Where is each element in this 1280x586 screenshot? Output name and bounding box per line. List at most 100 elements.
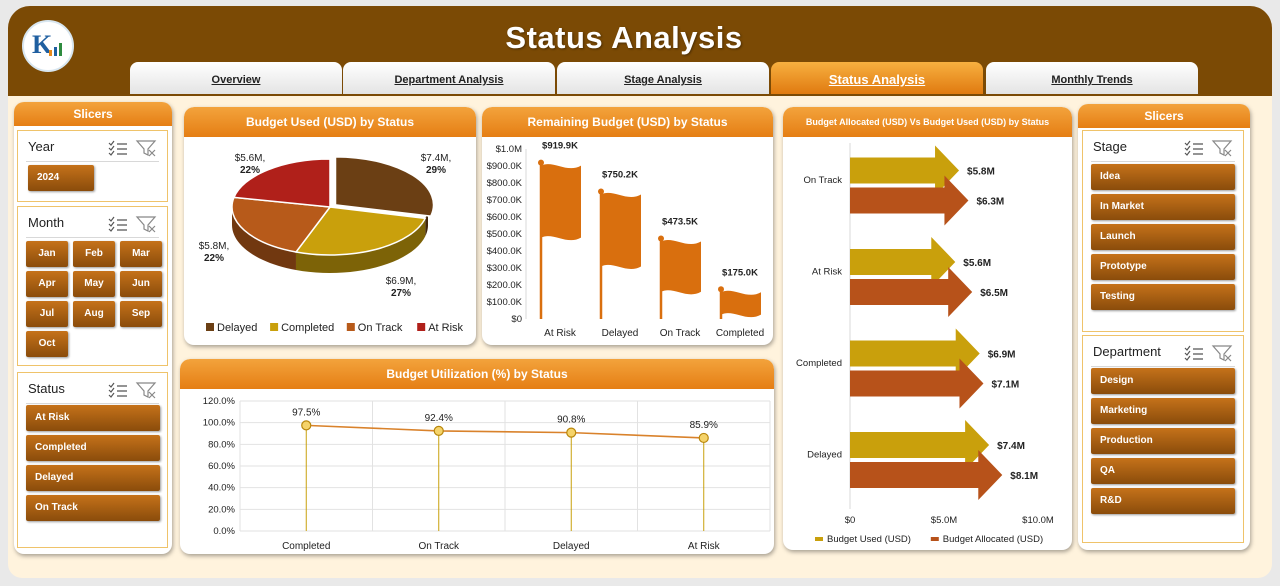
flag-y-tick: $0 [511,314,522,325]
pie-label-value-delayed: $7.4M, [421,153,452,164]
line-point-on-track [433,425,444,437]
status-slicer-divider [26,403,159,404]
utilization-chart: 0.0% 20.0% 40.0% 60.0% 80.0% 100.0% 120.0% 97.5… [203,396,771,552]
legend-label-at-risk: At Risk [428,322,463,334]
clear-filter-icon[interactable] [1211,345,1233,362]
legend-swatch-at-risk [417,323,426,331]
page-title: Status Analysis [505,20,743,55]
multi-select-icon[interactable] [108,382,127,398]
legend-swatch-on-track [346,323,355,331]
arrow-bar-budget-used-usd-at-risk [850,236,956,287]
line-y-tick: 60.0% [208,461,235,472]
month-option[interactable]: Jan [26,241,68,267]
allocated-vs-used-chart: $0 $5.0M $10.0M On Track $5.8M $6.3M At Risk $5… [796,143,1054,545]
stage-option[interactable]: Testing [1091,284,1235,310]
month-slicer-label: Month [28,215,65,230]
pie-slice-at-risk [232,158,331,208]
multi-select-icon[interactable] [108,216,127,232]
department-slicer: Department Design Marketing Production Q… [1082,335,1244,543]
multi-select-icon[interactable] [1184,140,1203,156]
department-slicer-icons [1184,345,1233,362]
line-category-label-on-track: On Track [418,541,460,552]
arrow-value-label-budget-used-usd-at-risk: $5.6M [963,258,991,269]
clear-filter-icon[interactable] [1211,140,1233,157]
month-option[interactable]: Apr [26,271,68,297]
tab-overview[interactable]: Overview [130,62,342,94]
utilization-panel: Budget Utilization (%) by Status 0.0% 20.… [180,359,774,554]
month-option[interactable]: Sep [120,301,162,327]
pie-label-pct-completed: 27% [391,288,411,299]
status-slicer-label: Status [28,381,65,396]
flag-y-tick: $400.0K [487,246,523,257]
tab-monthly-trends[interactable]: Monthly Trends [986,62,1198,94]
pie-slice-completed [294,206,427,256]
stage-slicer-divider [1091,161,1235,162]
clear-filter-icon[interactable] [135,382,157,399]
arrow-value-label-budget-allocated-usd-completed: $7.1M [991,379,1019,390]
left-slicers-title: Slicers [14,102,172,126]
stage-slicer-label: Stage [1093,139,1127,154]
year-slicer-label: Year [28,139,55,154]
line-category-label-completed: Completed [282,541,330,552]
stage-option[interactable]: Prototype [1091,254,1235,280]
status-option[interactable]: On Track [26,495,160,521]
arrow-bar-budget-used-usd-delayed [850,419,990,470]
status-option[interactable]: At Risk [26,405,160,431]
flag-bar-delayed [601,192,641,270]
month-option[interactable]: Jun [120,271,162,297]
month-option[interactable]: May [73,271,115,297]
department-option[interactable]: Marketing [1091,398,1235,424]
status-option[interactable]: Completed [26,435,160,461]
line-y-tick: 20.0% [208,504,235,515]
arrow-bar-budget-allocated-usd-delayed [850,449,1003,500]
left-slicers-panel: Slicers Year 2024 Month Jan Feb Mar Apr … [14,102,172,554]
stage-option[interactable]: Launch [1091,224,1235,250]
tab-status-analysis[interactable]: Status Analysis [771,62,983,94]
arrow-category-label-on-track: On Track [803,175,842,186]
flag-y-tick: $300.0K [487,263,523,274]
flag-pole-cap-at-risk [538,159,544,166]
clear-filter-icon[interactable] [135,140,157,157]
arrow-category-label-delayed: Delayed [807,449,842,460]
status-slicer-icons [108,382,157,399]
pie-chart: $7.4M,29%$6.9M,27%$5.8M,22%$5.6M,22%Dela… [199,153,464,334]
pie-slice-on-track [231,196,332,253]
flag-bar-on-track [661,239,701,295]
line-category-label-delayed: Delayed [553,541,590,552]
department-option[interactable]: Design [1091,368,1235,394]
arrow-bar-budget-allocated-usd-completed [850,358,984,409]
month-option[interactable]: Aug [73,301,115,327]
department-option[interactable]: R&D [1091,488,1235,514]
company-logo: K [22,20,74,72]
tab-stage-analysis[interactable]: Stage Analysis [557,62,769,94]
department-option[interactable]: Production [1091,428,1235,454]
arrow-x-tick: $0 [845,515,856,526]
month-option[interactable]: Oct [26,331,68,357]
pie-chart-panel: Budget Used (USD) by Status $7.4M, 29% $6.… [184,107,476,345]
remaining-budget-chart: $0 $100.0K $200.0K $300.0K $400.0K $500.0K $60… [487,141,765,339]
flag-y-tick: $900.0K [487,161,523,172]
stage-slicer: Stage Idea In Market Launch Prototype Te… [1082,130,1244,332]
month-option[interactable]: Feb [73,241,115,267]
arrow-category-label-at-risk: At Risk [812,266,842,277]
stage-option[interactable]: In Market [1091,194,1235,220]
clear-filter-icon[interactable] [135,216,157,233]
line-value-label-on-track: 92.4% [425,413,453,424]
legend-swatch-delayed [206,323,214,331]
month-option[interactable]: Mar [120,241,162,267]
stage-option[interactable]: Idea [1091,164,1235,190]
year-option[interactable]: 2024 [28,165,94,191]
flag-y-tick: $100.0K [487,297,523,308]
department-option[interactable]: QA [1091,458,1235,484]
allocated-vs-used-title: Budget Allocated (USD) Vs Budget Used (U… [783,107,1072,137]
tab-department-analysis[interactable]: Department Analysis [343,62,555,94]
multi-select-icon[interactable] [108,140,127,156]
pie-label-pct-delayed: 29% [426,165,446,176]
multi-select-icon[interactable] [1184,345,1203,361]
pie-slice-side-completed [295,218,426,273]
line-y-tick: 100.0% [203,418,236,429]
year-slicer-divider [26,161,159,162]
status-option[interactable]: Delayed [26,465,160,491]
month-option[interactable]: Jul [26,301,68,327]
